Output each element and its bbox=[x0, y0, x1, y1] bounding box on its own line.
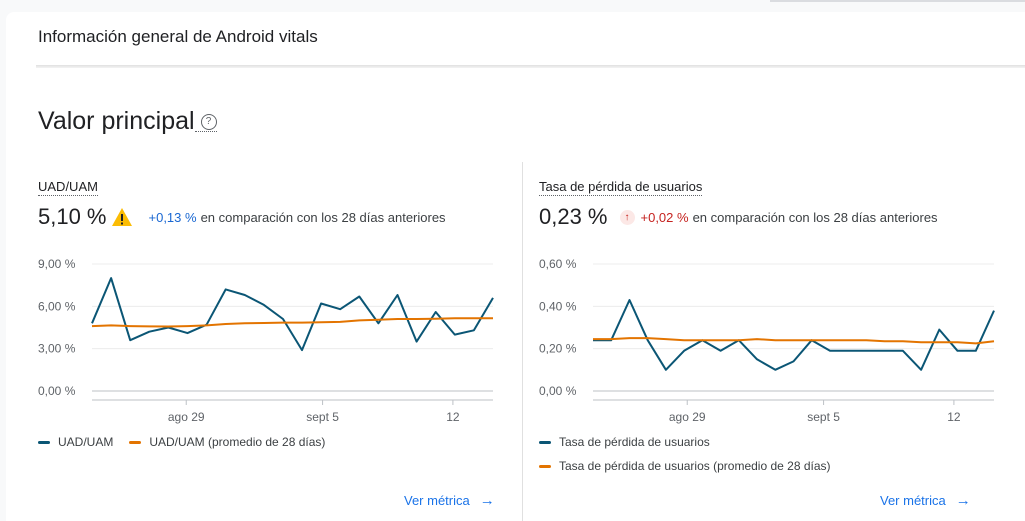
y-tick-label: 0,20 % bbox=[539, 342, 577, 356]
anr-line-chart: 9,00 % 6,00 % 3,00 % 0,00 % ago 29 sept 5 12 bbox=[38, 257, 494, 424]
series-avg-line bbox=[593, 337, 995, 345]
legend-label: Tasa de pérdida de usuarios bbox=[559, 435, 710, 449]
legend-item: UAD/UAM UAD/UAM (promedio de 28 días) bbox=[38, 435, 325, 449]
legend-swatch-avg bbox=[129, 440, 142, 444]
metric-compare-text: en comparación con los 28 días anteriore… bbox=[692, 209, 938, 225]
legend-label: UAD/UAM bbox=[58, 435, 114, 449]
metric-anr-rate: UAD/UAM 5,10 % +0,13 % en comparación co… bbox=[38, 177, 498, 517]
help-button[interactable]: ? bbox=[194, 110, 217, 132]
metric-name[interactable]: UAD/UAM bbox=[38, 179, 98, 196]
legend-item: Tasa de pérdida de usuarios bbox=[539, 435, 710, 449]
metric-value: 5,10 % bbox=[38, 204, 107, 229]
legend-label-avg: Tasa de pérdida de usuarios (promedio de… bbox=[559, 459, 831, 473]
series-avg-line bbox=[91, 317, 493, 328]
y-tick-label: 0,00 % bbox=[539, 384, 577, 398]
y-tick-label: 0,00 % bbox=[38, 384, 76, 398]
y-tick-label: 3,00 % bbox=[38, 342, 76, 356]
header-divider bbox=[36, 65, 1025, 68]
x-tick-label: ago 29 bbox=[168, 410, 205, 424]
y-tick-label: 6,00 % bbox=[38, 299, 76, 313]
help-icon: ? bbox=[200, 114, 217, 130]
top-search-field-edge bbox=[770, 0, 1025, 2]
android-vitals-card: Información general de Android vitals Va… bbox=[6, 12, 1025, 521]
section-title: Valor principal ? bbox=[38, 106, 217, 136]
x-tick-label: ago 29 bbox=[669, 410, 706, 424]
x-tick-label: 12 bbox=[446, 410, 460, 424]
legend-swatch-avg bbox=[539, 464, 551, 468]
metric-delta: +0,13 % bbox=[148, 209, 197, 225]
arrow-right-icon: → bbox=[479, 492, 495, 509]
view-metric-link[interactable]: Ver métrica → bbox=[880, 493, 971, 508]
legend-swatch-line bbox=[38, 440, 50, 444]
series-line bbox=[91, 277, 494, 352]
legend-item-avg: Tasa de pérdida de usuarios (promedio de… bbox=[539, 459, 831, 473]
arrow-right-icon: → bbox=[955, 492, 971, 509]
legend-swatch-line bbox=[539, 440, 551, 444]
warning-icon bbox=[111, 208, 132, 226]
metric-name[interactable]: Tasa de pérdida de usuarios bbox=[539, 179, 703, 196]
metric-user-loss-rate: Tasa de pérdida de usuarios 0,23 % ↑ +0,… bbox=[539, 177, 999, 517]
view-metric-label: Ver métrica bbox=[880, 493, 946, 508]
series-line bbox=[593, 299, 995, 371]
metric-delta: +0,02 % bbox=[640, 209, 689, 225]
y-tick-label: 0,40 % bbox=[539, 299, 577, 313]
user-loss-line-chart: 0,60 % 0,40 % 0,20 % 0,00 % ago 29 sept 5 12 bbox=[539, 257, 995, 424]
column-divider bbox=[522, 162, 523, 521]
y-tick-label: 0,60 % bbox=[539, 257, 577, 271]
x-tick-label: sept 5 bbox=[807, 410, 840, 424]
view-metric-link[interactable]: Ver métrica → bbox=[404, 493, 495, 508]
legend-label-avg: UAD/UAM (promedio de 28 días) bbox=[149, 435, 326, 449]
metric-value-row: 5,10 % +0,13 % en comparación con los 28… bbox=[38, 203, 446, 231]
metric-value: 0,23 % bbox=[539, 204, 608, 229]
section-title-text: Valor principal bbox=[38, 107, 195, 135]
metric-value-row: 0,23 % ↑ +0,02 % en comparación con los … bbox=[539, 203, 938, 231]
view-metric-label: Ver métrica bbox=[404, 493, 470, 508]
y-tick-label: 9,00 % bbox=[38, 257, 76, 271]
card-title: Información general de Android vitals bbox=[38, 27, 318, 46]
x-tick-label: 12 bbox=[947, 410, 961, 424]
metric-compare-text: en comparación con los 28 días anteriore… bbox=[200, 209, 446, 225]
x-tick-label: sept 5 bbox=[306, 410, 339, 424]
arrow-up-icon: ↑ bbox=[619, 209, 635, 225]
